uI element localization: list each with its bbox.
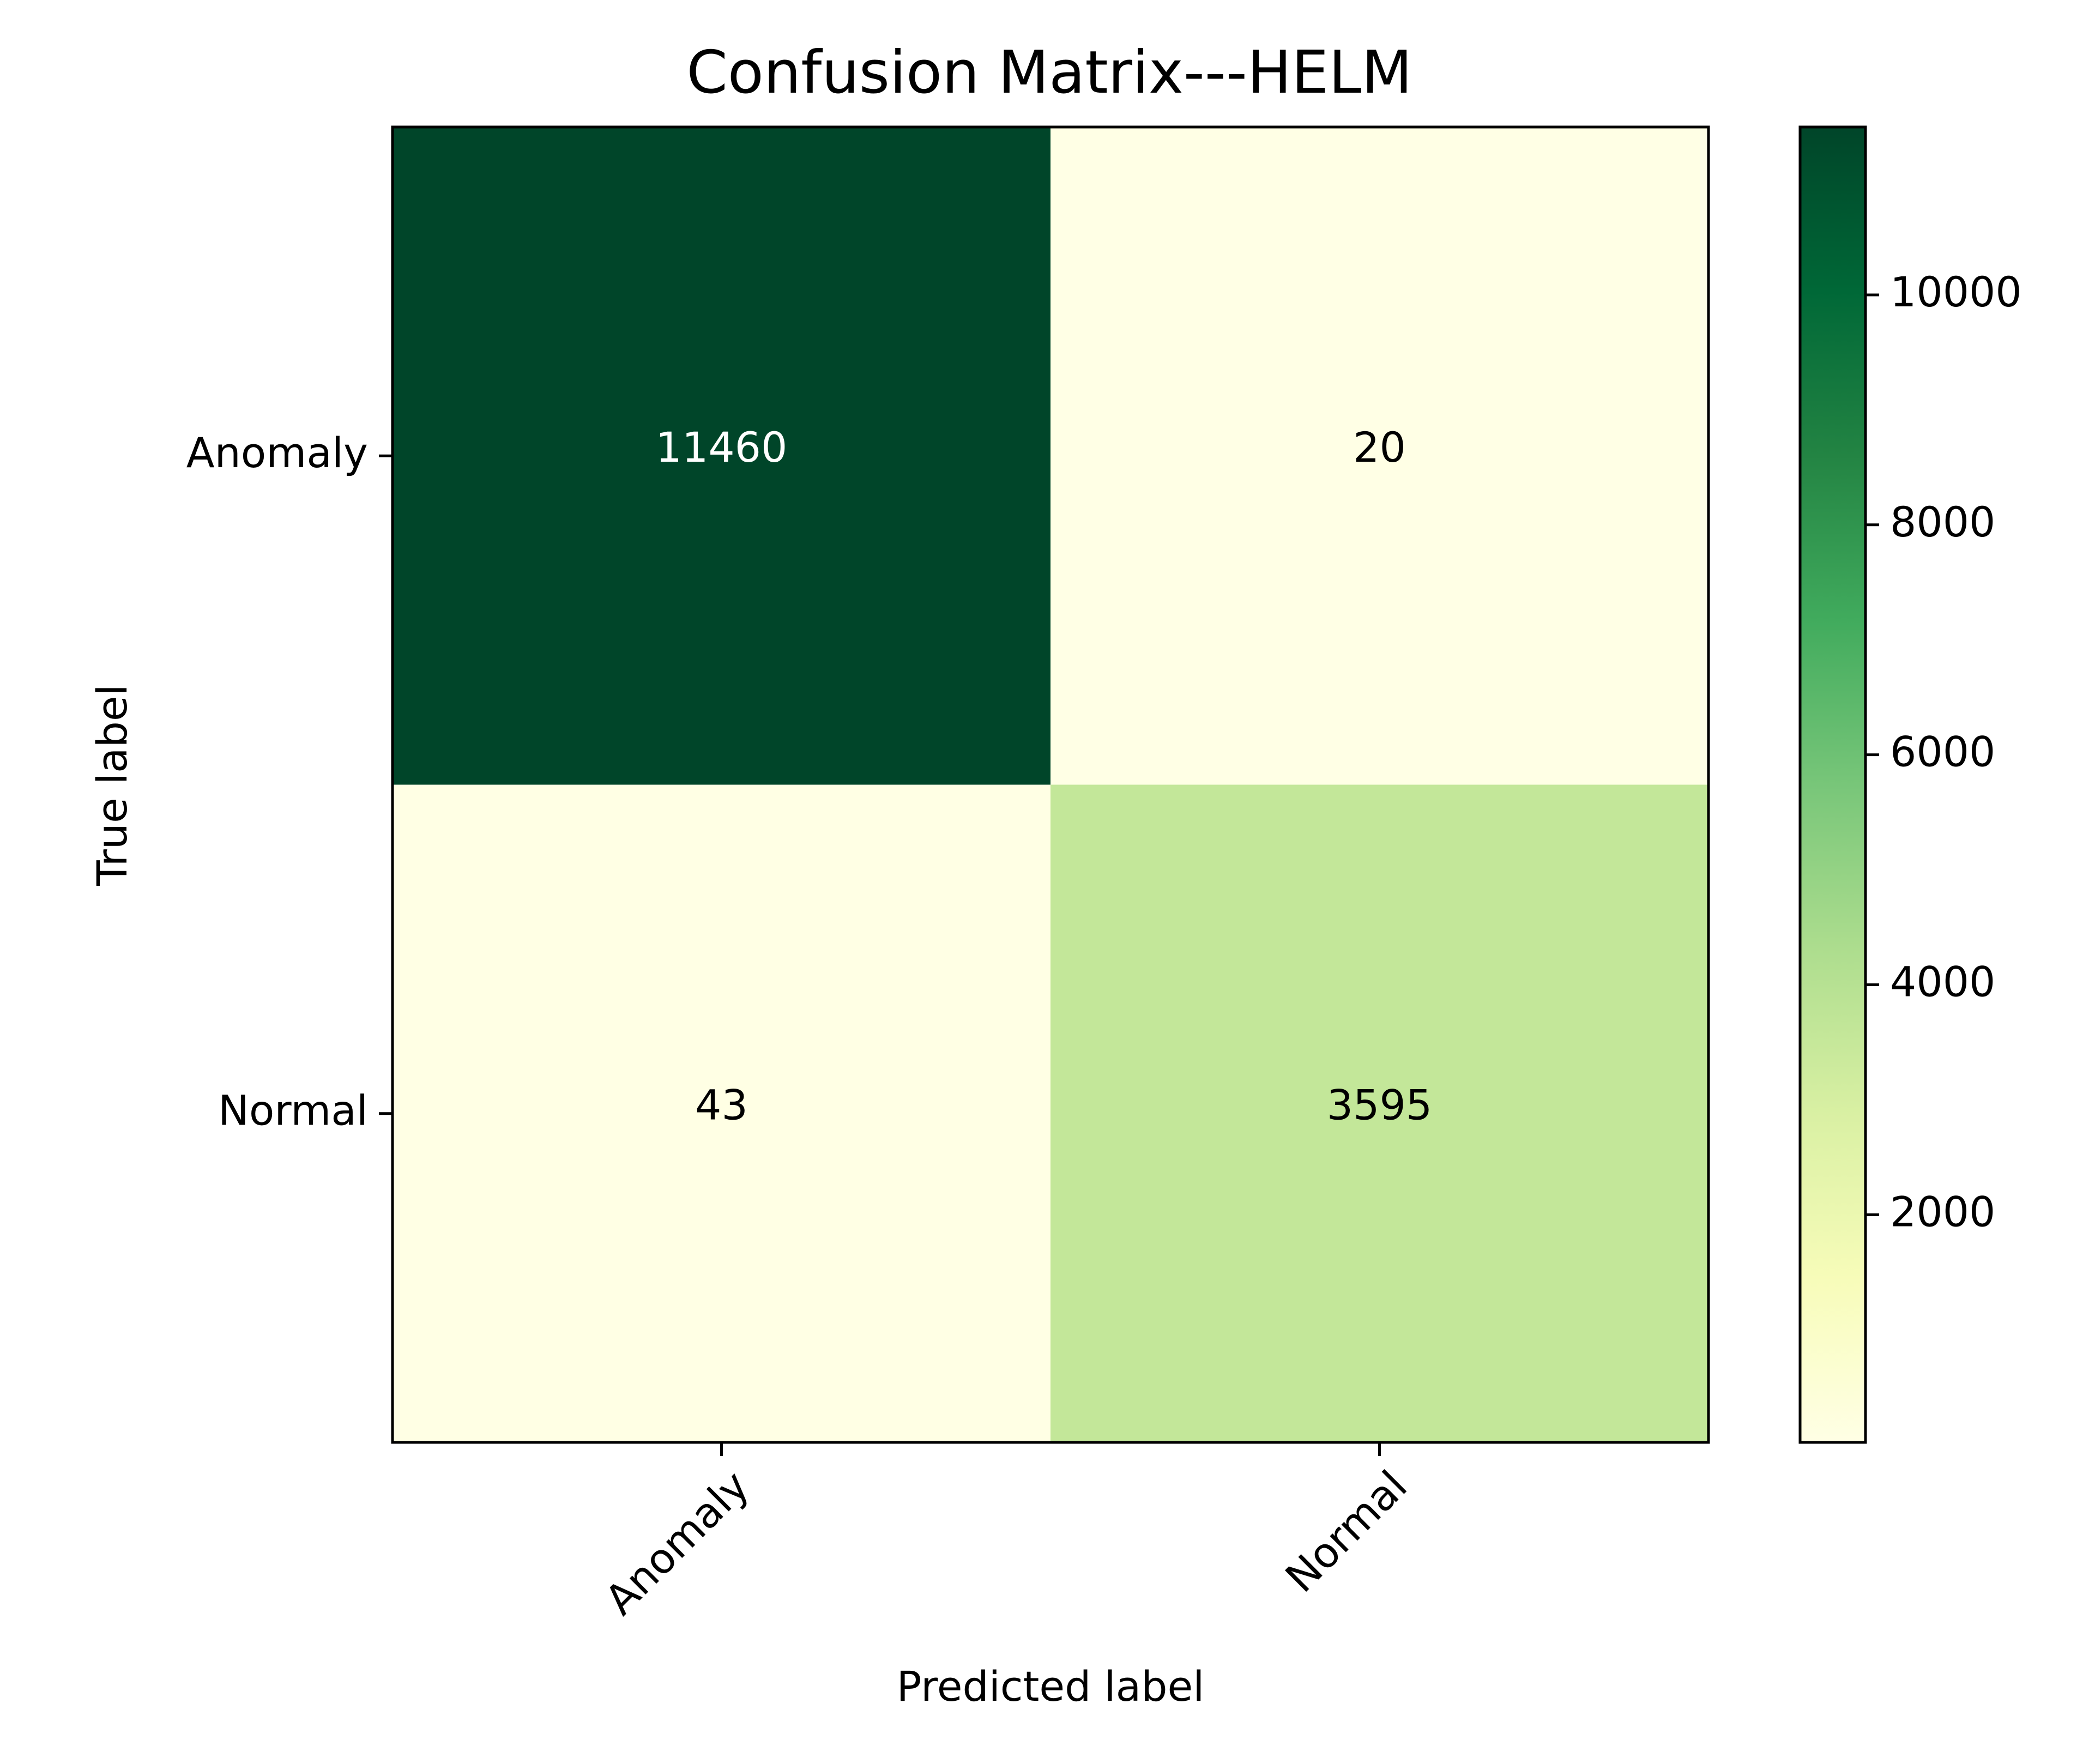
cell-value-label: 11460	[656, 423, 788, 472]
colorbar-tick-label: 10000	[1890, 268, 2022, 316]
heatmap-cell	[1050, 784, 1708, 1442]
colorbar-tick-label: 8000	[1890, 498, 1995, 546]
plot-frame	[391, 125, 1710, 1444]
y-tick-label: Normal	[218, 1086, 368, 1135]
colorbar-tick-label: 6000	[1890, 728, 1995, 776]
x-tick-label: Anomaly	[595, 1461, 758, 1624]
colorbar-tick-label: 2000	[1890, 1187, 1995, 1236]
heatmap-cell	[393, 784, 1050, 1442]
y-tick-label: Anomaly	[186, 428, 368, 477]
colorbar	[1798, 125, 1867, 1444]
y-axis-label: True label	[88, 684, 136, 886]
cell-value-label: 20	[1353, 423, 1406, 472]
colorbar-tick-label: 4000	[1890, 957, 1995, 1006]
colorbar-ticks: 2000 4000 6000 8000 10000	[1865, 268, 2022, 1236]
chart-title: Confusion Matrix---HELM	[686, 39, 1412, 107]
x-axis-ticks: Anomaly Normal	[595, 1442, 1416, 1624]
cell-value-label: 43	[695, 1081, 748, 1129]
heatmap-cells: 11460 20 43 3595	[393, 127, 1708, 1442]
x-tick-label: Normal	[1276, 1461, 1416, 1602]
cell-value-label: 3595	[1327, 1081, 1432, 1129]
heatmap-cell	[393, 127, 1050, 785]
y-axis-ticks: Anomaly Normal	[186, 428, 393, 1135]
x-axis-label: Predicted label	[897, 1662, 1205, 1711]
heatmap-cell	[1050, 127, 1708, 785]
